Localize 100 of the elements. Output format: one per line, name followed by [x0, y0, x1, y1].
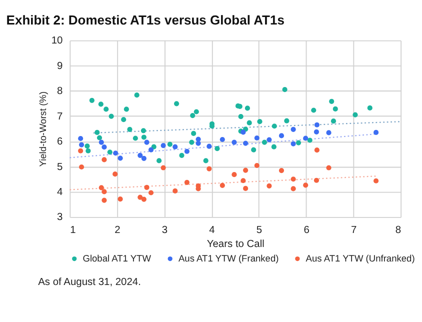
- chart-title: Exhibit 2: Domestic AT1s versus Global AT1s: [6, 12, 284, 28]
- point: [124, 106, 129, 112]
- legend-label: Aus AT1 YTW (Franked): [178, 254, 279, 264]
- point: [314, 129, 320, 134]
- point: [251, 147, 256, 152]
- point: [156, 158, 162, 164]
- point: [243, 186, 248, 191]
- point: [84, 144, 90, 149]
- point: [78, 164, 84, 170]
- x-tick-label: 6: [304, 225, 310, 236]
- point: [326, 130, 332, 136]
- point: [232, 140, 237, 145]
- point: [307, 138, 312, 143]
- point: [271, 144, 276, 150]
- point: [266, 183, 272, 188]
- point: [121, 117, 126, 122]
- point: [278, 133, 284, 138]
- point: [89, 98, 94, 103]
- point: [220, 182, 225, 188]
- point: [206, 166, 212, 172]
- point: [86, 148, 91, 154]
- point: [303, 182, 308, 188]
- point: [98, 185, 104, 190]
- point: [329, 98, 334, 104]
- point: [240, 130, 246, 135]
- point: [296, 140, 302, 146]
- point: [179, 152, 184, 158]
- point: [160, 165, 166, 170]
- point: [326, 165, 332, 170]
- point: [148, 190, 154, 196]
- point: [141, 134, 146, 140]
- point: [141, 196, 146, 202]
- point: [96, 135, 102, 140]
- point: [254, 162, 260, 168]
- x-tick-label: 3: [162, 225, 168, 236]
- x-tick-label: 2: [114, 225, 121, 236]
- y-tick-label: 9: [57, 60, 64, 72]
- point: [118, 196, 123, 202]
- point: [220, 136, 225, 142]
- point: [196, 140, 201, 146]
- point: [311, 108, 316, 113]
- point: [138, 152, 143, 158]
- point: [373, 178, 379, 184]
- point: [332, 106, 338, 112]
- point: [134, 92, 140, 98]
- point: [148, 147, 154, 152]
- point: [102, 157, 107, 162]
- point: [184, 180, 190, 185]
- point: [191, 130, 196, 136]
- point: [144, 184, 150, 190]
- point: [141, 156, 146, 161]
- point: [238, 114, 244, 120]
- point: [184, 148, 190, 154]
- text: As of August 31, 2024.: [38, 276, 141, 288]
- point: [244, 106, 250, 111]
- x-axis-title: Years to Call: [206, 239, 264, 250]
- point: [290, 141, 296, 146]
- point: [189, 140, 194, 145]
- y-tick-label: 6: [57, 136, 64, 148]
- point: [367, 105, 372, 111]
- x-tick-label: 5: [256, 225, 262, 236]
- point: [98, 140, 104, 145]
- point: [330, 118, 336, 124]
- point: [190, 112, 196, 118]
- point: [127, 126, 132, 132]
- x-tick-label: 1: [70, 225, 76, 236]
- point: [232, 172, 237, 178]
- point: [78, 142, 84, 148]
- y-tick-label: 3: [57, 212, 64, 224]
- point: [290, 186, 296, 192]
- point: [172, 188, 178, 194]
- point: [373, 130, 379, 135]
- y-tick-label: 8: [57, 86, 64, 98]
- legend-label: Aus AT1 YTW (Unfranked): [306, 254, 415, 264]
- point: [167, 142, 172, 147]
- point: [257, 119, 262, 124]
- point: [138, 194, 143, 200]
- y-tick-label: 7: [57, 111, 64, 122]
- point: [278, 168, 284, 174]
- y-tick-label: 4: [57, 186, 64, 198]
- point: [78, 136, 84, 142]
- point: [102, 198, 107, 203]
- point: [243, 168, 248, 173]
- point: [174, 101, 180, 106]
- point: [203, 158, 208, 164]
- point: [104, 106, 109, 112]
- point: [352, 112, 358, 118]
- y-tick-label: 5: [57, 162, 64, 173]
- point: [254, 135, 260, 141]
- point: [102, 144, 107, 150]
- point: [160, 143, 166, 148]
- point: [172, 144, 178, 150]
- point: [194, 109, 199, 114]
- point: [282, 87, 288, 92]
- point: [266, 137, 272, 142]
- point: [290, 126, 296, 132]
- point: [243, 140, 248, 146]
- point: [262, 140, 268, 145]
- point: [314, 178, 320, 183]
- point: [78, 148, 84, 154]
